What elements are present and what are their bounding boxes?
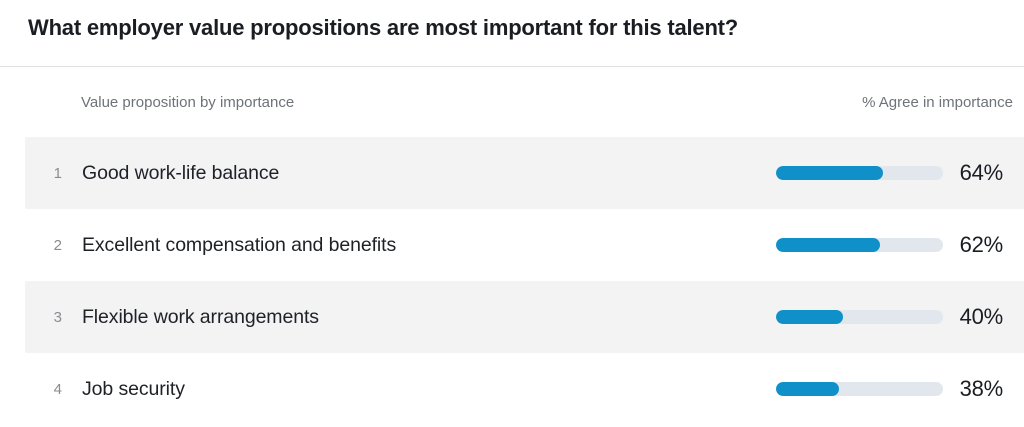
row-percent: 64% [959, 160, 1004, 185]
row-percent: 38% [959, 376, 1004, 401]
row-rank: 4 [53, 380, 62, 398]
card-title: What employer value propositions are mos… [28, 15, 739, 40]
row-rank: 1 [53, 164, 62, 182]
row-label: Flexible work arrangements [82, 305, 319, 328]
row-rank: 2 [53, 236, 62, 254]
row-label: Job security [82, 377, 185, 400]
row-label: Good work-life balance [82, 161, 280, 184]
row-percent: 62% [959, 232, 1004, 257]
progress-bar [776, 310, 943, 324]
progress-bar [776, 382, 943, 396]
title-divider [0, 66, 1024, 67]
progress-bar-fill [776, 310, 843, 324]
table-header: Value proposition by importance % Agree … [0, 67, 1024, 137]
progress-bar-fill [776, 382, 840, 396]
column-header-percent-agree: % Agree in importance [862, 93, 1013, 111]
column-header-value-proposition: Value proposition by importance [81, 93, 295, 111]
progress-bar-fill [776, 166, 883, 180]
row-percent: 40% [959, 304, 1004, 329]
table-body: 1 Good work-life balance 64% 2 Excellent… [0, 137, 1024, 425]
progress-bar [776, 166, 943, 180]
progress-bar [776, 238, 943, 252]
row-rank: 3 [53, 308, 62, 326]
table-row: 2 Excellent compensation and benefits 62… [25, 209, 1024, 281]
table-row: 3 Flexible work arrangements 40% [25, 281, 1024, 353]
progress-bar-fill [776, 238, 880, 252]
table-row: 4 Job security 38% [25, 353, 1024, 425]
table-row: 1 Good work-life balance 64% [25, 137, 1024, 209]
row-label: Excellent compensation and benefits [82, 233, 397, 256]
